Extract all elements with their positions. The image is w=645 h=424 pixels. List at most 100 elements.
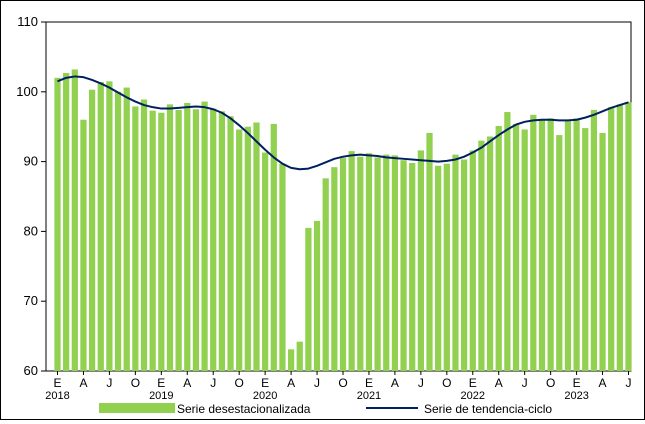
bar [573,118,580,371]
bar [521,129,528,371]
bar [253,122,260,371]
x-tick-label: J [210,376,216,390]
bar [114,91,122,372]
year-label: 2018 [45,390,69,402]
bar [608,107,615,371]
y-axis: 60 70 80 90 100 110 [16,14,632,378]
x-tick-label: E [261,376,269,390]
bar [348,151,355,371]
x-tick-label: A [183,376,191,390]
bar [279,163,286,371]
bar [452,154,459,371]
bar [71,69,78,372]
bar [556,135,563,371]
bar [625,102,632,372]
legend: Serie desestacionalizada Serie de tenden… [99,402,552,416]
bar [547,118,554,371]
bar [201,101,208,371]
bar [149,110,156,372]
bar [262,152,269,371]
legend-item-bars: Serie desestacionalizada [99,402,311,416]
y-tick-label: 100 [16,84,38,99]
x-tick-label: E [469,376,477,390]
bar [166,104,174,372]
bar [486,136,494,371]
bar [54,77,61,371]
bar [287,349,295,371]
legend-item-trend: Serie de tendencia-ciclo [366,402,552,416]
bar [322,178,329,371]
bar [538,119,546,371]
bar [564,121,572,372]
y-tick-label: 80 [24,223,38,238]
bar [218,111,225,371]
bar [357,156,364,371]
bar [227,116,234,371]
legend-label-trend: Serie de tendencia-ciclo [424,402,552,416]
bar [426,132,433,371]
bar [80,119,87,371]
bar [236,129,243,371]
x-tick-label: E [157,376,165,390]
bar [192,109,200,371]
y-tick-label: 110 [17,14,38,29]
x-axis: EAJOEAJOEAJOEAJOEAJOEAJOEAJ2018201920202… [45,371,632,402]
x-tick-label: E [53,376,61,390]
legend-swatch-bars [99,403,175,413]
x-tick-label: E [573,376,581,390]
bar [63,72,70,371]
x-tick-label: O [442,376,451,390]
bar [409,163,416,371]
bar [184,102,191,371]
x-tick-label: A [79,376,87,390]
x-tick-label: O [546,376,555,390]
bar [582,128,589,371]
bar [616,104,623,372]
bar [132,106,139,372]
bar [270,123,277,371]
x-tick-label: A [287,376,295,390]
bar [175,109,182,371]
y-tick-label: 70 [24,293,38,308]
bar [435,165,442,371]
year-label: 2020 [253,390,277,402]
bar [461,159,468,371]
x-tick-label: O [131,376,140,390]
bar [106,81,113,371]
bar [530,114,537,371]
bar [504,112,511,371]
x-tick-label: J [314,376,320,390]
bar [391,155,399,371]
bar [210,108,217,372]
bar [469,150,476,371]
x-tick-label: J [418,376,424,390]
year-label: 2023 [564,390,588,402]
bar-series [54,69,632,372]
bar [296,341,303,371]
bar [331,167,338,371]
bar [590,109,598,371]
bar [305,227,312,371]
bar [158,112,165,372]
x-tick-label: O [235,376,244,390]
bar [512,123,520,371]
year-label: 2021 [357,390,381,402]
x-tick-label: J [106,376,112,390]
bar [140,99,148,371]
bar [97,82,104,371]
legend-label-bars: Serie desestacionalizada [177,402,311,416]
x-tick-label: J [626,376,632,390]
x-tick-label: E [365,376,373,390]
bar [88,89,96,372]
y-tick-label: 90 [24,154,38,169]
x-tick-label: A [391,376,399,390]
bar [365,153,373,371]
x-tick-label: A [599,376,607,390]
y-tick-label: 60 [24,363,38,378]
bar [495,126,502,371]
bar [339,158,347,371]
year-label: 2019 [149,390,173,402]
trend-line [57,75,629,171]
